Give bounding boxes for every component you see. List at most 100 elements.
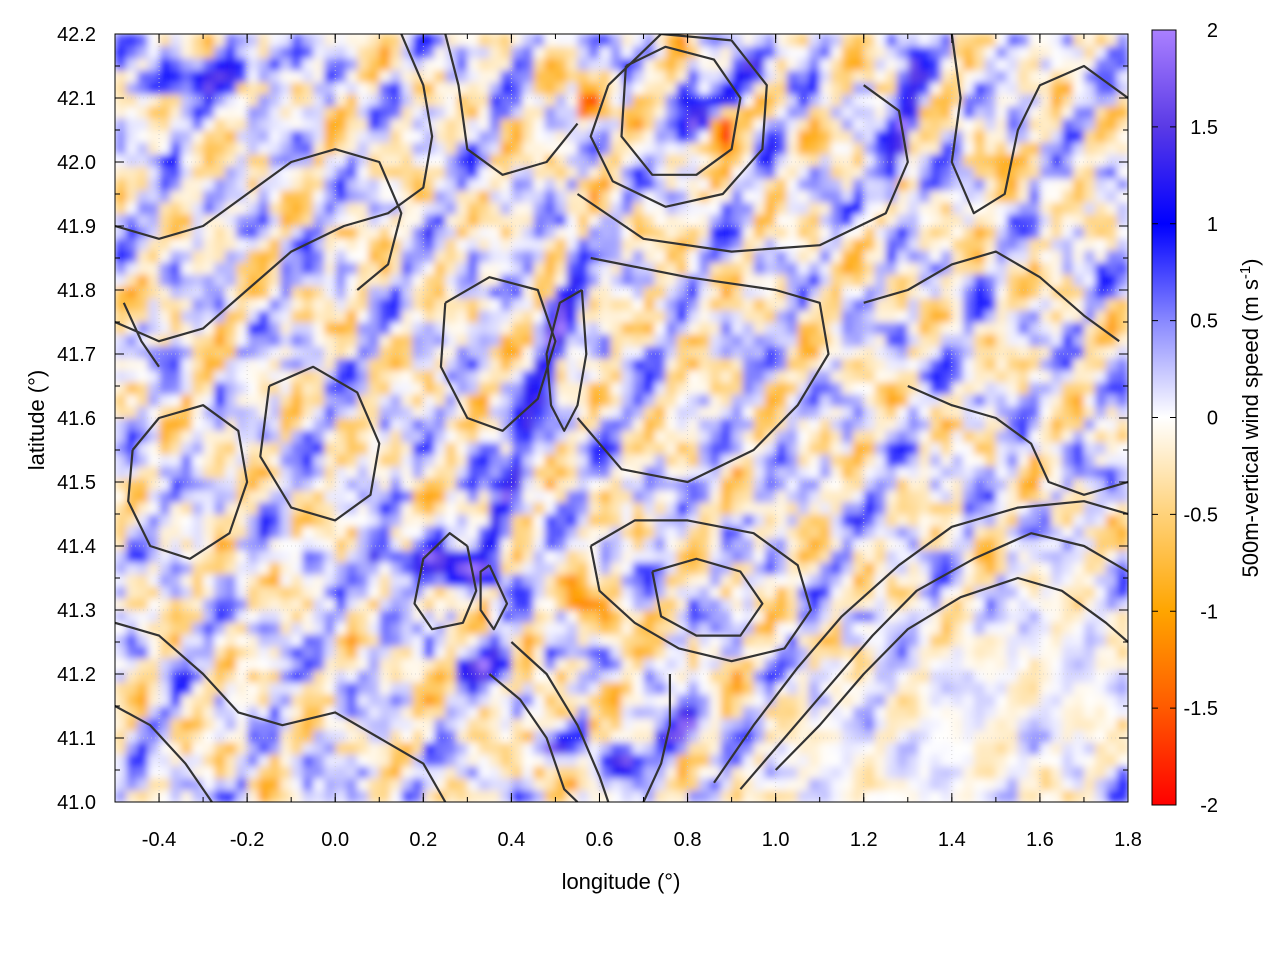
heatmap-cell — [753, 466, 766, 479]
heatmap-cell — [170, 766, 182, 779]
heatmap-cell — [236, 766, 248, 779]
heatmap-cell — [698, 262, 711, 275]
heatmap-cell — [335, 358, 347, 371]
heatmap-cell — [214, 394, 226, 407]
heatmap-cell — [137, 310, 149, 323]
heatmap-cell — [280, 562, 292, 575]
heatmap-cell — [434, 370, 446, 383]
heatmap-cell — [555, 682, 568, 695]
heatmap-cell — [291, 262, 303, 275]
heatmap-cell — [742, 706, 755, 719]
heatmap-cell — [709, 370, 722, 383]
heatmap-cell — [599, 214, 612, 227]
heatmap-cell — [841, 634, 854, 647]
heatmap-cell — [225, 778, 237, 791]
heatmap-cell — [830, 742, 843, 755]
heatmap-cell — [599, 538, 612, 551]
heatmap-cell — [621, 334, 634, 347]
heatmap-cell — [643, 562, 656, 575]
heatmap-cell — [214, 226, 226, 239]
heatmap-cell — [720, 430, 733, 443]
heatmap-cell — [1116, 502, 1128, 515]
heatmap-cell — [1050, 274, 1063, 287]
heatmap-cell — [159, 154, 171, 167]
heatmap-cell — [720, 658, 733, 671]
heatmap-cell — [885, 214, 898, 227]
heatmap-cell — [1072, 358, 1085, 371]
heatmap-cell — [445, 574, 457, 587]
heatmap-cell — [632, 682, 645, 695]
heatmap-cell — [654, 370, 667, 383]
heatmap-cell — [643, 154, 656, 167]
heatmap-cell — [819, 646, 832, 659]
heatmap-cell — [434, 658, 446, 671]
heatmap-cell — [731, 598, 744, 611]
heatmap-cell — [522, 598, 535, 611]
heatmap-cell — [775, 394, 788, 407]
heatmap-cell — [951, 346, 964, 359]
heatmap-cell — [698, 370, 711, 383]
heatmap-cell — [1094, 202, 1107, 215]
heatmap-cell — [170, 790, 182, 802]
heatmap-cell — [907, 394, 920, 407]
heatmap-cell — [687, 574, 700, 587]
heatmap-cell — [599, 646, 612, 659]
heatmap-cell — [940, 490, 953, 503]
heatmap-cell — [181, 718, 193, 731]
heatmap-cell — [412, 142, 424, 155]
heatmap-cell — [940, 394, 953, 407]
heatmap-cell — [390, 334, 402, 347]
heatmap-cell — [445, 262, 457, 275]
heatmap-cell — [984, 610, 997, 623]
heatmap-cell — [181, 730, 193, 743]
heatmap-cell — [588, 502, 601, 515]
heatmap-cell — [797, 622, 810, 635]
heatmap-cell — [346, 262, 358, 275]
heatmap-cell — [753, 274, 766, 287]
heatmap-cell — [379, 250, 391, 263]
heatmap-cell — [1072, 514, 1085, 527]
heatmap-cell — [137, 790, 149, 802]
heatmap-cell — [753, 346, 766, 359]
heatmap-cell — [379, 586, 391, 599]
heatmap-cell — [676, 526, 689, 539]
heatmap-cell — [302, 550, 314, 563]
heatmap-cell — [797, 298, 810, 311]
heatmap-cell — [797, 742, 810, 755]
heatmap-cell — [379, 430, 391, 443]
heatmap-cell — [412, 430, 424, 443]
heatmap-cell — [819, 154, 832, 167]
heatmap-cell — [731, 358, 744, 371]
heatmap-cell — [1017, 610, 1030, 623]
heatmap-cell — [313, 562, 325, 575]
heatmap-cell — [676, 430, 689, 443]
heatmap-cell — [599, 598, 612, 611]
heatmap-cell — [115, 586, 127, 599]
heatmap-cell — [599, 466, 612, 479]
heatmap-cell — [170, 622, 182, 635]
heatmap-cell — [797, 250, 810, 263]
heatmap-cell — [654, 466, 667, 479]
heatmap-cell — [115, 658, 127, 671]
heatmap-cell — [258, 370, 270, 383]
heatmap-cell — [137, 394, 149, 407]
heatmap-cell — [808, 526, 821, 539]
heatmap-cell — [973, 238, 986, 251]
heatmap-cell — [797, 178, 810, 191]
heatmap-cell — [192, 574, 204, 587]
heatmap-cell — [247, 310, 259, 323]
heatmap-cell — [445, 490, 457, 503]
heatmap-cell — [335, 730, 347, 743]
heatmap-cell — [401, 718, 413, 731]
heatmap-cell — [555, 286, 568, 299]
heatmap-cell — [225, 190, 237, 203]
heatmap-cell — [874, 310, 887, 323]
heatmap-cell — [324, 334, 336, 347]
heatmap-cell — [643, 550, 656, 563]
heatmap-cell — [731, 682, 744, 695]
heatmap-cell — [555, 514, 568, 527]
heatmap-cell — [324, 262, 336, 275]
heatmap-cell — [500, 418, 512, 431]
heatmap-cell — [665, 574, 678, 587]
heatmap-cell — [1072, 262, 1085, 275]
